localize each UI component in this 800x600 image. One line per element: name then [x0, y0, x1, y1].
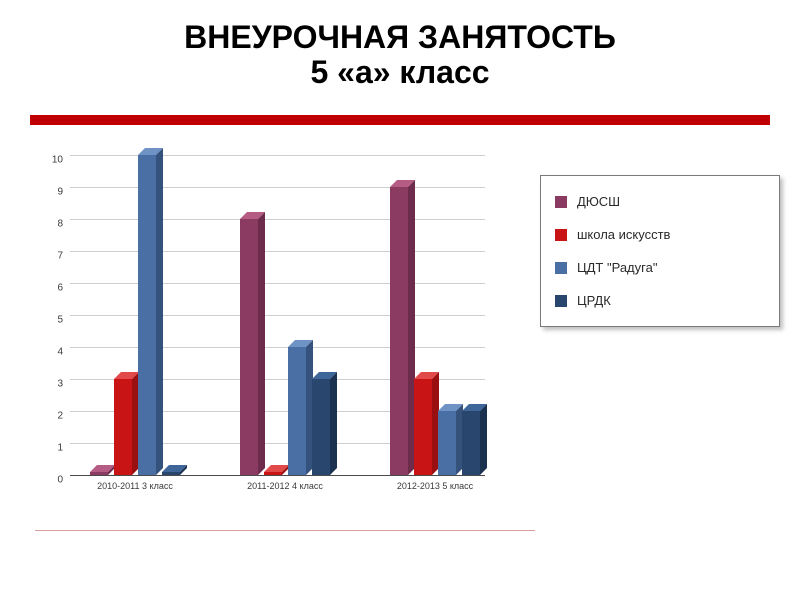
gridline	[70, 219, 485, 220]
legend-item-raduga: ЦДТ "Радуга"	[555, 260, 765, 275]
title-line-2: 5 «а» класс	[0, 55, 800, 90]
bar-raduga	[138, 155, 156, 475]
legend-item-crdk: ЦРДК	[555, 293, 765, 308]
gridline	[70, 283, 485, 284]
bar-crdk	[462, 411, 480, 475]
y-tick-label: 7	[35, 251, 63, 262]
y-tick-label: 9	[35, 187, 63, 198]
x-tick-label: 2012-2013 5 класс	[397, 481, 473, 491]
gridline	[70, 475, 485, 476]
legend-swatch	[555, 229, 567, 241]
bar-dyussh	[390, 187, 408, 475]
bar-chart: 0 1 2 3 4 5 6 7 8 9 10 2010-2011 3 класс 2011-2012 …	[35, 155, 495, 515]
title-line-1: ВНЕУРОЧНАЯ ЗАНЯТОСТЬ	[0, 20, 800, 55]
legend-swatch	[555, 196, 567, 208]
plot-area	[70, 155, 485, 476]
legend-label: школа искусств	[577, 227, 670, 242]
bar-dyussh	[90, 472, 108, 475]
bar-crdk	[312, 379, 330, 475]
gridline	[70, 187, 485, 188]
bar-raduga	[288, 347, 306, 475]
y-tick-label: 5	[35, 315, 63, 326]
bar-crdk	[162, 472, 180, 475]
slide: { "title": { "line1": "ВНЕУРОЧНАЯ ЗАНЯТО…	[0, 0, 800, 600]
x-tick-label: 2010-2011 3 класс	[97, 481, 173, 491]
gridline	[70, 315, 485, 316]
bar-raduga	[438, 411, 456, 475]
legend-label: ЦРДК	[577, 293, 611, 308]
bar-dyussh	[240, 219, 258, 475]
gridline	[70, 251, 485, 252]
gridline	[70, 155, 485, 156]
legend-label: ДЮСШ	[577, 194, 620, 209]
y-tick-label: 10	[35, 155, 63, 166]
y-tick-label: 3	[35, 379, 63, 390]
legend-swatch	[555, 262, 567, 274]
x-tick-label: 2011-2012 4 класс	[247, 481, 323, 491]
bar-arts	[414, 379, 432, 475]
y-tick-label: 4	[35, 347, 63, 358]
gridline	[70, 347, 485, 348]
legend-item-arts: школа искусств	[555, 227, 765, 242]
legend-label: ЦДТ "Радуга"	[577, 260, 657, 275]
legend-swatch	[555, 295, 567, 307]
y-axis: 012345678910	[35, 155, 65, 475]
y-tick-label: 6	[35, 283, 63, 294]
bar-arts	[114, 379, 132, 475]
page-title: ВНЕУРОЧНАЯ ЗАНЯТОСТЬ 5 «а» класс	[0, 20, 800, 90]
y-tick-label: 2	[35, 411, 63, 422]
y-tick-label: 1	[35, 443, 63, 454]
y-tick-label: 0	[35, 475, 63, 486]
title-underline	[30, 115, 770, 125]
legend: ДЮСШ школа искусств ЦДТ "Радуга" ЦРДК	[540, 175, 780, 327]
footer-rule	[35, 530, 535, 531]
y-tick-label: 8	[35, 219, 63, 230]
x-axis-labels: 2010-2011 3 класс 2011-2012 4 класс 2012-2…	[70, 481, 485, 511]
legend-item-dyussh: ДЮСШ	[555, 194, 765, 209]
bar-arts	[264, 472, 282, 475]
